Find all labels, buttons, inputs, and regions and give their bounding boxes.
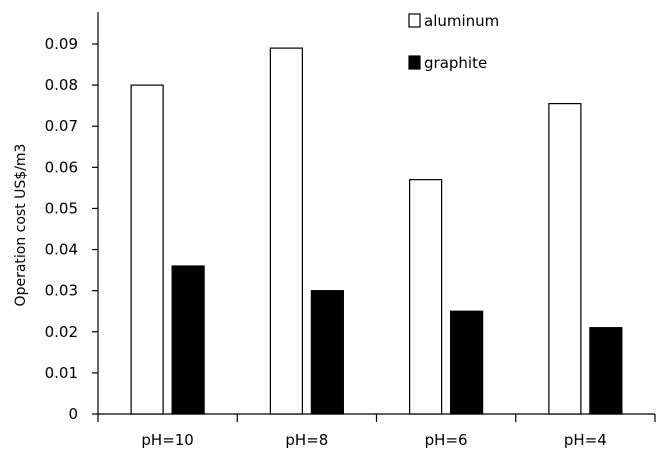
x-tick-label: pH=8: [285, 431, 328, 449]
y-tick-label: 0.07: [45, 117, 78, 135]
y-tick-label: 0.05: [45, 199, 78, 217]
y-tick-label: 0.02: [45, 323, 78, 341]
x-tick-label: pH=4: [564, 431, 607, 449]
bar-graphite-2: [310, 290, 344, 415]
bar-graphite-3: [450, 310, 484, 415]
x-axis: pH=10 pH=8 pH=6 pH=4: [97, 413, 656, 449]
y-tick-label: 0.08: [45, 76, 78, 94]
bar-aluminum-2: [269, 47, 303, 415]
y-tick-label: 0.09: [45, 35, 78, 53]
y-tick-label: 0.01: [45, 364, 78, 382]
legend-label-aluminum: aluminum: [424, 12, 499, 30]
legend: aluminum graphite: [408, 12, 499, 72]
y-axis: 0 0.01 0.02 0.03 0.04 0.05 0.06 0.07 0.08 0.09: [45, 12, 99, 423]
y-tick-label: 0: [68, 405, 78, 423]
y-tick-label: 0.03: [45, 282, 78, 300]
x-tick-label: pH=10: [141, 431, 193, 449]
bar-aluminum-1: [130, 84, 164, 415]
y-axis-title: Operation cost US$/m3: [13, 144, 29, 307]
bar-aluminum-4: [548, 103, 582, 415]
legend-label-graphite: graphite: [424, 54, 487, 72]
bars: [130, 47, 623, 415]
y-tick-label: 0.04: [45, 241, 78, 259]
bar-graphite-4: [589, 327, 623, 415]
bar-aluminum-3: [409, 179, 443, 415]
x-tick-label: pH=6: [425, 431, 468, 449]
legend-swatch-aluminum: [408, 13, 421, 28]
legend-swatch-graphite: [408, 55, 421, 70]
bar-graphite-1: [171, 265, 205, 415]
y-tick-label: 0.06: [45, 158, 78, 176]
